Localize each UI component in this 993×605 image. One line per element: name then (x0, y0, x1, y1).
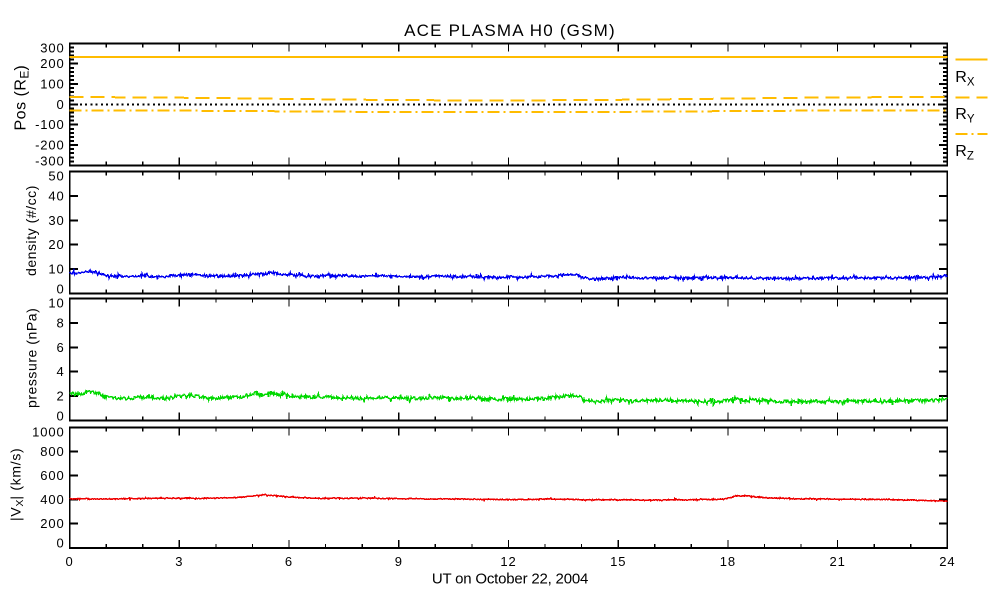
svg-text:6: 6 (57, 340, 65, 355)
svg-text:0: 0 (57, 97, 65, 112)
svg-text:21: 21 (829, 554, 845, 569)
svg-text:0: 0 (57, 408, 65, 423)
svg-text:800: 800 (40, 444, 64, 459)
svg-text:pressure (nPa): pressure (nPa) (24, 308, 40, 408)
svg-text:6: 6 (285, 554, 293, 569)
svg-text:300: 300 (40, 41, 64, 56)
svg-text:24: 24 (939, 554, 955, 569)
svg-text:100: 100 (40, 77, 64, 92)
svg-text:1000: 1000 (32, 424, 65, 439)
svg-text:Pos (RE): Pos (RE) (13, 65, 32, 131)
svg-text:-100: -100 (35, 117, 65, 132)
svg-text:3: 3 (175, 554, 183, 569)
svg-text:200: 200 (40, 56, 64, 71)
svg-text:-200: -200 (35, 138, 65, 153)
svg-text:8: 8 (57, 316, 65, 331)
svg-text:400: 400 (40, 492, 64, 507)
svg-text:200: 200 (40, 516, 64, 531)
svg-text:10: 10 (48, 262, 64, 277)
svg-text:2: 2 (57, 389, 65, 404)
svg-text:40: 40 (48, 188, 64, 203)
svg-text:|VX| (km/s): |VX| (km/s) (8, 448, 27, 521)
svg-text:-300: -300 (35, 153, 65, 168)
svg-text:20: 20 (48, 237, 64, 252)
svg-text:density (#/cc): density (#/cc) (23, 185, 39, 276)
svg-text:9: 9 (395, 554, 403, 569)
svg-text:15: 15 (610, 554, 626, 569)
svg-text:UT on October 22, 2004: UT on October 22, 2004 (432, 571, 588, 588)
svg-text:0: 0 (57, 281, 65, 296)
svg-text:600: 600 (40, 468, 64, 483)
svg-text:0: 0 (57, 536, 65, 551)
svg-text:12: 12 (500, 554, 516, 569)
svg-text:10: 10 (48, 296, 64, 311)
svg-text:18: 18 (720, 554, 736, 569)
svg-text:4: 4 (57, 364, 65, 379)
svg-text:ACE PLASMA H0 (GSM): ACE PLASMA H0 (GSM) (404, 21, 616, 40)
svg-text:0: 0 (66, 554, 74, 569)
svg-text:30: 30 (48, 213, 64, 228)
svg-text:50: 50 (48, 169, 64, 184)
